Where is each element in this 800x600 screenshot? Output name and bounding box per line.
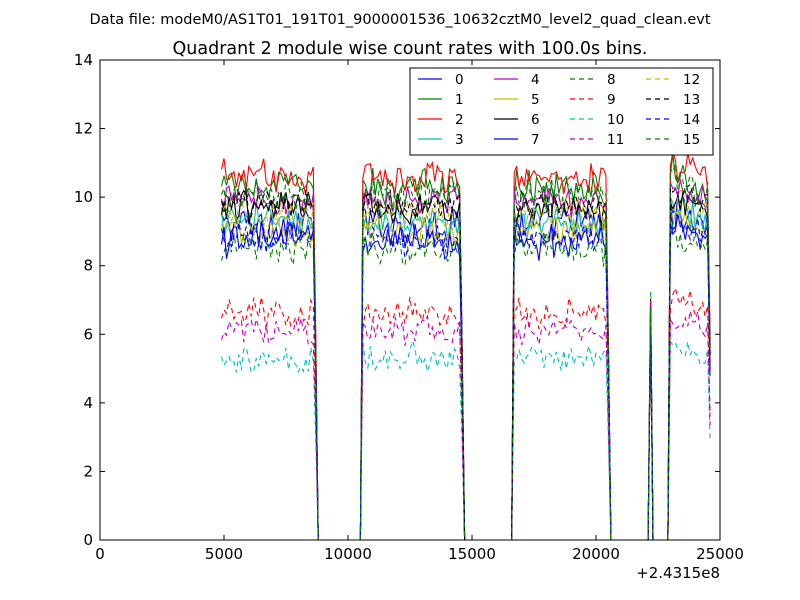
legend-label: 0 — [455, 72, 464, 88]
legend-label: 6 — [531, 112, 540, 128]
x-tick-label: 0 — [95, 545, 105, 563]
series-line-2 — [220, 151, 711, 540]
legend-entry-12: 12 — [646, 72, 700, 88]
legend-entry-4: 4 — [494, 72, 540, 88]
legend-entry-0: 0 — [418, 72, 464, 88]
legend-label: 15 — [683, 132, 700, 148]
legend-label: 2 — [455, 112, 464, 128]
x-tick-label: 5000 — [205, 545, 243, 563]
x-axis: 0 5000 10000 15000 20000 25000 — [95, 60, 744, 563]
series-line-4 — [220, 179, 711, 540]
series-line-15 — [220, 163, 711, 540]
legend-entry-13: 13 — [646, 92, 700, 108]
legend-entry-11: 11 — [570, 132, 624, 148]
y-tick-label: 12 — [74, 120, 93, 138]
legend-entry-1: 1 — [418, 92, 464, 108]
legend-entry-7: 7 — [494, 132, 540, 148]
y-tick-label: 6 — [83, 325, 93, 343]
series-line-12 — [220, 189, 711, 540]
y-tick-label: 2 — [83, 462, 93, 480]
figure-suptitle: Data file: modeM0/AS1T01_191T01_90000015… — [89, 12, 710, 28]
series-line-5 — [220, 210, 711, 540]
chart-title: Quadrant 2 module wise count rates with … — [173, 39, 648, 59]
legend-entry-6: 6 — [494, 112, 540, 128]
x-tick-label: 10000 — [324, 545, 372, 563]
legend-entry-3: 3 — [418, 132, 464, 148]
legend-entry-10: 10 — [570, 112, 624, 128]
legend-label: 1 — [455, 92, 464, 108]
y-tick-label: 8 — [83, 257, 93, 275]
x-tick-label: 15000 — [448, 545, 496, 563]
legend-label: 11 — [607, 132, 624, 148]
series-line-7 — [220, 214, 711, 540]
legend-label: 3 — [455, 132, 464, 148]
x-tick-label: 25000 — [696, 545, 744, 563]
legend-entry-2: 2 — [418, 112, 464, 128]
series-layer — [220, 151, 711, 540]
legend-label: 5 — [531, 92, 540, 108]
legend-label: 14 — [683, 112, 700, 128]
series-line-1 — [220, 154, 711, 540]
legend-label: 13 — [683, 92, 700, 108]
series-line-0 — [220, 191, 711, 540]
y-tick-label: 14 — [74, 51, 93, 69]
legend-entry-15: 15 — [646, 132, 700, 148]
series-line-14 — [220, 208, 711, 540]
legend-label: 8 — [607, 72, 616, 88]
y-tick-label: 10 — [74, 188, 93, 206]
plot-area-frame — [99, 59, 721, 541]
legend-box — [409, 67, 714, 156]
legend-label: 9 — [607, 92, 616, 108]
y-tick-label: 0 — [83, 531, 93, 549]
legend-entry-9: 9 — [570, 92, 616, 108]
legend-label: 10 — [607, 112, 624, 128]
legend-label: 7 — [531, 132, 540, 148]
x-axis-offset-label: +2.4315e8 — [636, 564, 720, 582]
legend-entry-5: 5 — [494, 92, 540, 108]
legend-label: 4 — [531, 72, 540, 88]
legend-label: 12 — [683, 72, 700, 88]
legend-entry-8: 8 — [570, 72, 616, 88]
series-line-10 — [220, 321, 711, 540]
y-tick-label: 4 — [83, 394, 93, 412]
legend-entry-14: 14 — [646, 112, 700, 128]
series-line-8 — [220, 221, 711, 540]
x-tick-label: 20000 — [572, 545, 620, 563]
